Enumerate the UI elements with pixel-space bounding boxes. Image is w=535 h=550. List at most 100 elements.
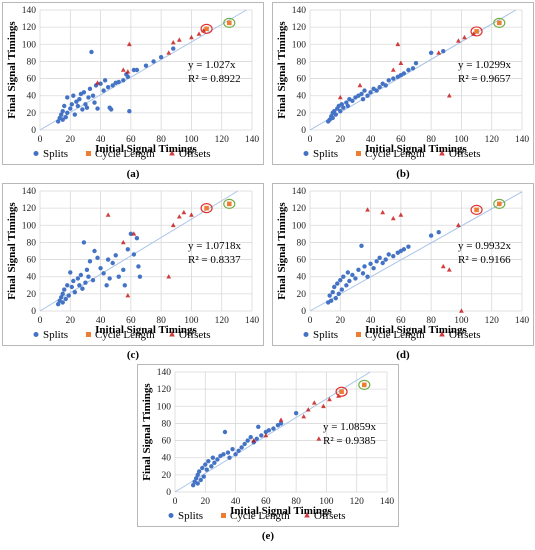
highlight-ellipse [470, 204, 483, 215]
splits-point [89, 49, 94, 55]
splits-point [330, 289, 335, 295]
splits-point [125, 247, 131, 252]
x-tick-label: 0 [38, 316, 43, 326]
splits-point [121, 267, 126, 273]
splits-point [127, 108, 132, 114]
chart-frame [2, 183, 264, 346]
splits-point [212, 460, 217, 466]
splits-point [386, 252, 391, 257]
y-tick-label: 140 [22, 187, 37, 197]
y-tick-label: 40 [27, 273, 37, 283]
offsets-point [462, 34, 467, 40]
splits-point [84, 267, 90, 273]
x-tick-label: 40 [96, 135, 106, 145]
chart-panel-a: 0 20 40 60 80 100 120 140 0 20 40 60 80 100 120 140 y = … [2, 2, 264, 180]
legend-splits-marker [303, 151, 309, 156]
highlight-ellipse [493, 17, 506, 28]
y-tick-label: 140 [292, 187, 307, 197]
y-tick-label: 80 [297, 238, 307, 248]
offsets-point [311, 400, 317, 405]
splits-point [66, 293, 71, 298]
splits-point [81, 240, 87, 245]
y-tick-label: 40 [27, 92, 37, 102]
splits-point [92, 100, 97, 105]
splits-point [65, 110, 70, 116]
legend-splits-label: Splits [43, 329, 68, 341]
splits-point [125, 74, 131, 80]
x-tick-label: 140 [515, 135, 530, 145]
splits-point [198, 477, 203, 483]
splits-point [377, 84, 382, 90]
splits-point [345, 270, 351, 275]
y-tick-label: 60 [297, 75, 307, 85]
splits-point [95, 106, 100, 111]
highlight-ellipse [358, 379, 371, 390]
splits-point [190, 482, 196, 488]
y-tick-label: 140 [292, 6, 307, 16]
splits-point [239, 445, 244, 450]
y-axis-title: Final Signal Timings [6, 202, 18, 300]
splits-point [236, 448, 241, 454]
splits-point [77, 283, 82, 288]
splits-point [101, 88, 106, 93]
offsets-point [337, 94, 343, 100]
splits-point [338, 108, 343, 114]
splits-point [254, 436, 259, 442]
scatter-chart: 0 20 40 60 80 100 120 140 0 20 40 60 80 100 120 140 y = … [2, 2, 264, 180]
y-tick-label: 140 [157, 368, 172, 378]
offsets-point [459, 308, 464, 313]
splits-point [59, 295, 64, 300]
cycle-length-point [496, 201, 502, 207]
splits-point [107, 276, 112, 281]
legend-offsets-label: Offsets [314, 510, 346, 522]
splits-point [365, 274, 370, 279]
x-tick-label: 40 [366, 316, 376, 326]
x-tick-label: 60 [126, 135, 136, 145]
offsets-point [395, 41, 401, 47]
splits-point [92, 248, 97, 254]
splits-point [131, 67, 137, 73]
trendline-equation: y = 1.0299x [458, 59, 511, 71]
splits-point [95, 255, 100, 261]
x-tick-label: 120 [485, 316, 500, 326]
offsets-point [181, 209, 187, 215]
x-tick-label: 80 [291, 497, 301, 507]
splits-point [86, 274, 91, 279]
r-squared-label: R² = 0.9657 [458, 73, 511, 85]
splits-point [428, 233, 434, 238]
y-tick-label: 40 [162, 454, 172, 464]
y-tick-label: 0 [31, 307, 36, 317]
legend-cycle-length-marker [86, 332, 91, 337]
splits-point [339, 287, 344, 292]
splits-point [75, 103, 81, 109]
splits-point [271, 426, 276, 431]
y-tick-label: 100 [157, 402, 172, 412]
splits-point [55, 119, 61, 124]
legend-cycle-length-marker [356, 151, 361, 156]
splits-point [391, 76, 396, 81]
offsets-point [305, 407, 311, 412]
offsets-point [440, 263, 446, 269]
x-tick-label: 100 [454, 316, 469, 326]
y-tick-label: 40 [297, 92, 307, 102]
legend-offsets-marker [169, 331, 175, 337]
r-squared-label: R² = 0.8922 [188, 73, 241, 85]
splits-point [62, 103, 67, 109]
highlight-ellipse [223, 198, 236, 209]
splits-point [356, 267, 361, 273]
splits-point [345, 103, 351, 109]
legend-splits-marker [33, 332, 39, 337]
y-tick-label: 0 [31, 126, 36, 136]
y-tick-label: 100 [292, 221, 307, 231]
x-tick-label: 120 [215, 316, 230, 326]
splits-point [353, 276, 358, 281]
cycle-length-point [204, 26, 209, 32]
splits-point [87, 86, 93, 92]
splits-point [98, 81, 103, 86]
splits-point [293, 410, 299, 416]
splits-point [122, 283, 128, 288]
x-tick-label: 20 [201, 497, 211, 507]
chart-frame [272, 183, 534, 346]
offsets-point [301, 413, 307, 419]
splits-point [60, 108, 65, 114]
